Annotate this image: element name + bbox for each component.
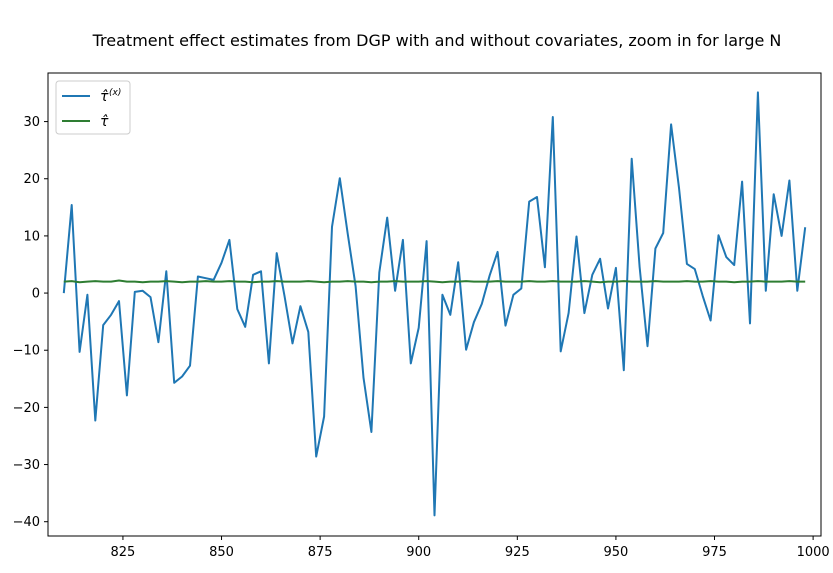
chart-title: Treatment effect estimates from DGP with…	[92, 31, 782, 50]
series-line-tau	[63, 279, 806, 284]
x-axis-ticks: 825 850 875 900 925 950 975 1000	[111, 536, 830, 560]
x-tick-label: 950	[604, 545, 629, 560]
y-tick-label: 20	[23, 172, 40, 187]
svg-text:τ̂: τ̂	[100, 89, 109, 105]
y-tick-label: −30	[13, 458, 40, 473]
x-tick-label: 850	[209, 545, 234, 560]
x-tick-label: 825	[111, 545, 136, 560]
y-tick-label: −10	[13, 344, 40, 359]
y-tick-label: −40	[13, 515, 40, 530]
series-line-tau-x	[62, 91, 807, 517]
x-tick-label: 900	[406, 545, 431, 560]
plot-frame	[47, 72, 822, 537]
y-tick-label: 10	[23, 229, 40, 244]
legend-label-tau-x: τ̂ (x)	[100, 88, 121, 105]
x-tick-label: 875	[308, 545, 333, 560]
legend: τ̂ (x) τ̂	[55, 80, 131, 135]
legend-label-tau: τ̂	[100, 114, 109, 130]
x-tick-label: 975	[702, 545, 727, 560]
y-axis-ticks: −40 −30 −20 −10 0 10 20 30	[13, 115, 48, 530]
x-tick-label: 1000	[797, 545, 830, 560]
y-tick-label: 0	[32, 287, 40, 302]
y-tick-label: 30	[23, 115, 40, 130]
svg-text:(x): (x)	[109, 88, 121, 98]
y-tick-label: −20	[13, 401, 40, 416]
series-layer	[62, 91, 807, 517]
x-tick-label: 925	[505, 545, 530, 560]
